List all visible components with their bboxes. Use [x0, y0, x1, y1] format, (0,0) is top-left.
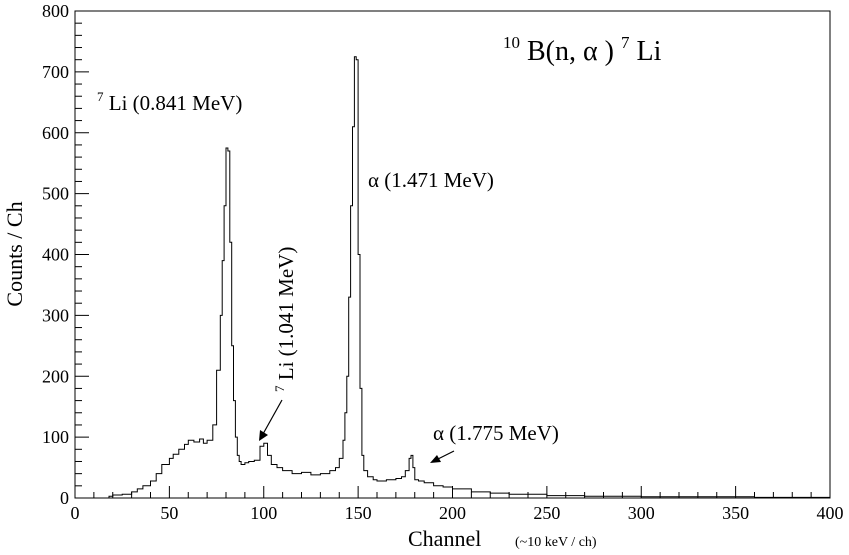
- y-tick-label: 200: [42, 366, 69, 386]
- x-tick-label: 250: [533, 503, 560, 523]
- y-tick-label: 700: [42, 62, 69, 82]
- y-tick-label: 300: [42, 305, 69, 325]
- x-axis-label: Channel: [408, 526, 481, 551]
- x-tick-label: 0: [71, 503, 80, 523]
- arrow-li-1041: [259, 399, 283, 441]
- x-axis-unit: (~10 keV / ch): [515, 535, 597, 550]
- y-axis-label: Counts / Ch: [2, 201, 27, 306]
- annotation-alpha-1471-text: (1.471 MeV): [384, 168, 494, 192]
- annotation-alpha-1775-text: (1.775 MeV): [449, 421, 559, 445]
- annotation-alpha-1775-greek: α: [433, 421, 444, 445]
- title-element: B(n,: [527, 36, 576, 67]
- title-alpha: α: [583, 36, 598, 67]
- x-tick-labels: 0 50 100 150 200 250 300 350 400: [71, 503, 844, 523]
- y-tick-labels: 0 100 200 300 400 500 600 700 800: [42, 1, 69, 508]
- arrow-alpha-1775: [430, 450, 455, 463]
- x-tick-label: 400: [817, 503, 844, 523]
- annotation-li-1041: 7 Li (1.041 MeV): [265, 247, 298, 392]
- annotation-li-1041-text: Li (1.041 MeV): [274, 247, 298, 381]
- y-tick-label: 500: [42, 184, 69, 204]
- annotation-alpha-1471: α (1.471 MeV): [368, 168, 494, 192]
- title-product: Li: [637, 36, 662, 67]
- x-tick-label: 100: [250, 503, 277, 523]
- y-tick-label: 600: [42, 123, 69, 143]
- title-product-mass: 7: [621, 33, 630, 52]
- x-tick-label: 150: [345, 503, 372, 523]
- axis-ticks: [74, 10, 831, 499]
- chart-title: 10 B(n, α ) 7 Li: [503, 24, 662, 67]
- annotation-alpha-1471-greek: α: [368, 168, 379, 192]
- x-tick-label: 300: [628, 503, 655, 523]
- annotation-li-0841: 7 Li (0.841 MeV): [97, 82, 242, 115]
- x-tick-label: 50: [160, 503, 178, 523]
- y-tick-label: 400: [42, 245, 69, 265]
- x-tick-label: 200: [439, 503, 466, 523]
- x-tick-label: 350: [722, 503, 749, 523]
- y-tick-label: 0: [60, 488, 69, 508]
- annotation-alpha-1775: α (1.775 MeV): [433, 421, 559, 445]
- y-tick-label: 100: [42, 427, 69, 447]
- title-close: ): [605, 36, 614, 67]
- histogram-series-line: [75, 56, 830, 499]
- annotation-li-0841-sup: 7: [97, 89, 104, 104]
- annotation-li-1041-sup: 7: [272, 385, 287, 392]
- y-tick-label: 800: [42, 1, 69, 21]
- annotation-li-0841-text: Li (0.841 MeV): [109, 91, 243, 115]
- plot-frame: [74, 10, 831, 499]
- title-mass-number: 10: [503, 33, 520, 52]
